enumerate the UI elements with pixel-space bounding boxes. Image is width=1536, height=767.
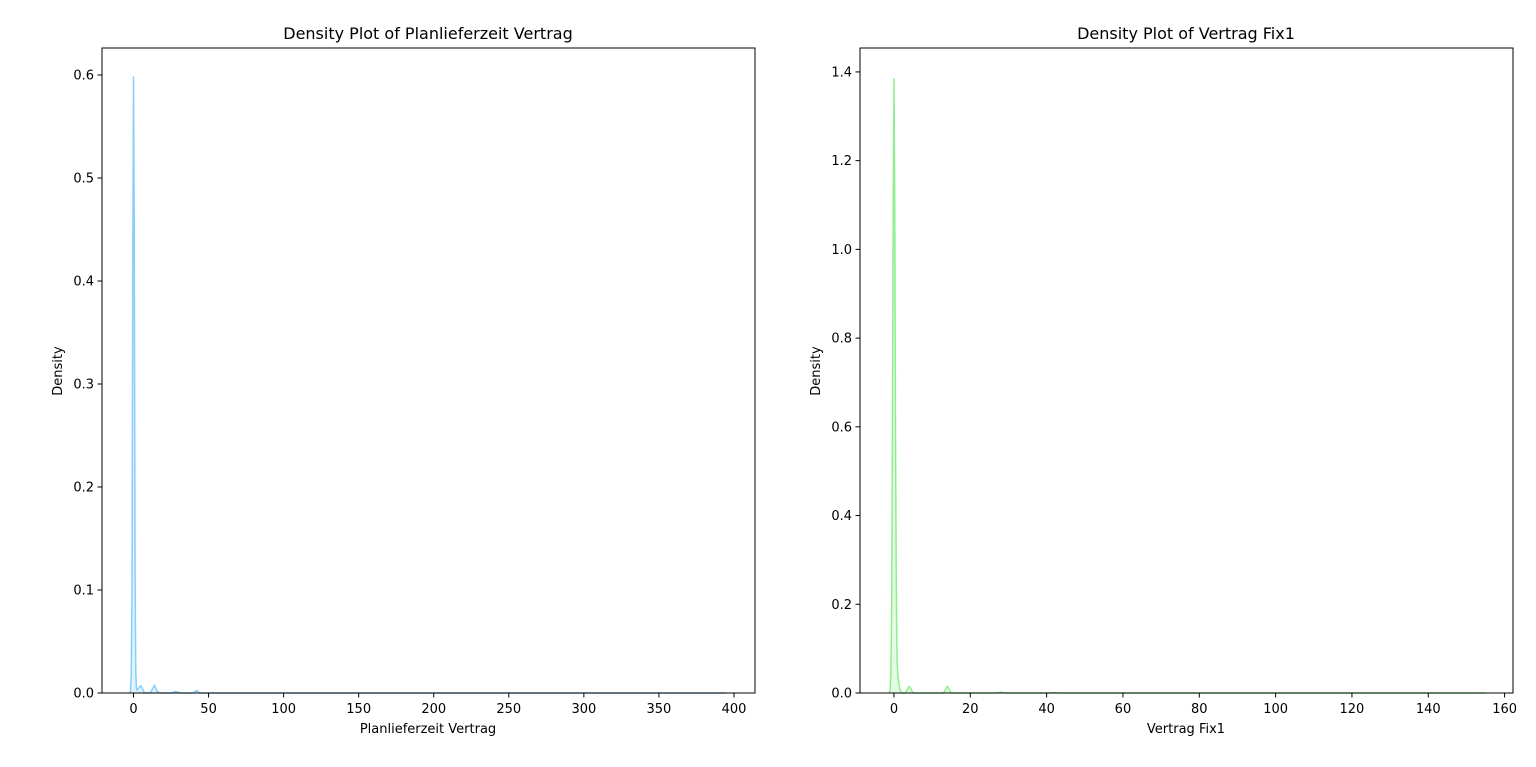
x-axis-label-left: Planlieferzeit Vertrag: [360, 722, 496, 737]
x-tick-label-right: 20: [962, 702, 979, 717]
x-tick-label-left: 200: [421, 702, 446, 717]
x-tick-label-right: 100: [1263, 702, 1288, 717]
x-tick-label-right: 80: [1191, 702, 1208, 717]
x-tick-label-right: 140: [1416, 702, 1441, 717]
x-tick-label-right: 40: [1038, 702, 1055, 717]
density-fill-right: [889, 78, 1486, 693]
x-tick-label-right: 60: [1115, 702, 1132, 717]
y-axis-label-right: Density: [809, 346, 824, 396]
chart-title-right: Density Plot of Vertrag Fix1: [1077, 24, 1295, 43]
x-tick-label-left: 50: [200, 702, 217, 717]
x-tick-label-right: 0: [890, 702, 898, 717]
chart-panel-right: Density Plot of Vertrag Fix1 Vertrag Fix…: [809, 24, 1517, 737]
y-tick-label-right: 0.4: [831, 509, 852, 524]
y-tick-label-left: 0.2: [73, 480, 94, 495]
density-line-right: [888, 77, 1486, 694]
y-tick-label-right: 0.8: [831, 332, 852, 347]
chart-title-left: Density Plot of Planlieferzeit Vertrag: [283, 24, 572, 43]
x-tick-label-right: 120: [1340, 702, 1365, 717]
x-tick-label-left: 150: [346, 702, 371, 717]
y-axis-label-left: Density: [51, 346, 66, 396]
x-tick-label-left: 100: [271, 702, 296, 717]
y-tick-label-left: 0.3: [73, 377, 94, 392]
y-tick-label-left: 0.6: [73, 68, 94, 83]
y-tick-label-left: 0.0: [73, 687, 94, 702]
axes-frame-right: [859, 47, 1514, 694]
x-tick-label-right: 160: [1492, 702, 1517, 717]
y-tick-label-left: 0.4: [73, 274, 94, 289]
y-tick-label-right: 1.0: [831, 243, 852, 258]
y-tick-label-right: 0.0: [831, 687, 852, 702]
density-fill-left: [129, 77, 727, 694]
x-tick-label-left: 400: [722, 702, 747, 717]
chart-panel-left: Density Plot of Planlieferzeit Vertrag P…: [51, 24, 756, 737]
y-tick-label-right: 1.2: [831, 154, 852, 169]
x-tick-label-left: 250: [496, 702, 521, 717]
x-tick-label-left: 350: [647, 702, 672, 717]
y-tick-label-right: 0.6: [831, 420, 852, 435]
y-tick-label-right: 0.2: [831, 598, 852, 613]
x-axis-label-right: Vertrag Fix1: [1147, 722, 1225, 737]
y-tick-label-left: 0.1: [73, 583, 94, 598]
x-tick-label-left: 300: [571, 702, 596, 717]
y-tick-label-right: 1.4: [831, 65, 852, 80]
y-tick-label-left: 0.5: [73, 171, 94, 186]
x-tick-label-left: 0: [129, 702, 137, 717]
axes-frame-left: [101, 47, 756, 694]
density-line-left: [129, 76, 727, 694]
